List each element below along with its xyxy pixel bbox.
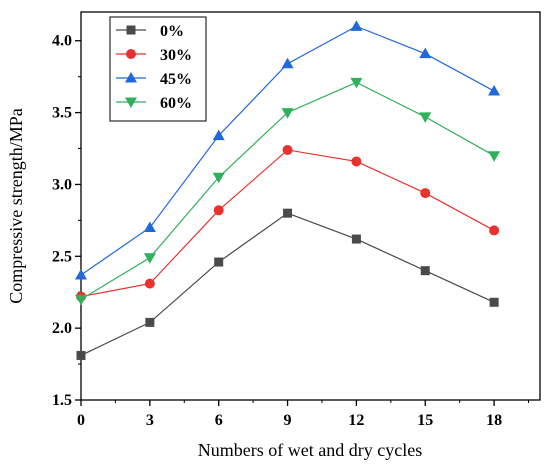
marker-triangle-up: [350, 20, 363, 31]
x-tick-label: 12: [348, 412, 364, 429]
plot-frame: [80, 11, 541, 401]
marker-triangle-up: [488, 85, 501, 96]
x-tick-label: 9: [284, 412, 292, 429]
y-axis: 1.5 2.0 2.5 3.0 3.5 4.0: [52, 33, 81, 409]
y-tick-label: 3.5: [52, 105, 72, 122]
x-axis: 0 3 6 9 12 15 18: [77, 400, 530, 429]
marker-triangle-down: [488, 151, 501, 162]
marker-square: [214, 257, 224, 267]
marker-square: [351, 234, 361, 244]
marker-circle: [351, 156, 362, 167]
y-tick-label: 4.0: [52, 33, 72, 50]
marker-square: [126, 25, 136, 35]
marker-triangle-up: [281, 57, 294, 69]
marker-square: [420, 266, 430, 276]
series-markers: [75, 20, 501, 360]
legend-box: [109, 16, 207, 122]
legend: 0% 30% 45% 60%: [109, 16, 207, 122]
marker-circle: [144, 278, 155, 289]
marker-triangle-down: [350, 77, 363, 89]
y-tick-label: 2.0: [52, 320, 72, 337]
x-tick-label: 6: [215, 412, 223, 429]
legend-label: 30%: [160, 47, 192, 64]
marker-triangle-down: [125, 97, 137, 108]
marker-square: [145, 317, 155, 327]
marker-circle: [213, 205, 224, 216]
legend-label: 45%: [160, 71, 192, 88]
legend-label: 60%: [160, 95, 192, 112]
marker-triangle-down: [75, 294, 87, 306]
marker-square: [489, 297, 499, 307]
marker-triangle-up: [419, 47, 432, 59]
x-tick-label: 15: [417, 412, 433, 429]
y-axis-title: Compressive strength/MPa: [6, 108, 26, 304]
marker-triangle-up: [212, 129, 225, 141]
series-line: [80, 149, 495, 298]
x-axis-title: Numbers of wet and dry cycles: [198, 440, 422, 460]
y-tick-label: 3.0: [52, 176, 72, 193]
marker-triangle-down: [212, 172, 225, 184]
y-tick-label: 2.5: [52, 248, 72, 265]
legend-label: 0%: [160, 23, 184, 40]
marker-triangle-up: [125, 72, 137, 83]
x-tick-label: 3: [146, 412, 154, 429]
marker-triangle-up: [75, 268, 87, 280]
marker-triangle-down: [143, 253, 156, 264]
y-tick-label: 1.5: [52, 392, 72, 409]
marker-triangle-up: [143, 221, 156, 233]
marker-square: [76, 350, 86, 360]
marker-triangle-down: [281, 108, 294, 119]
marker-circle: [282, 144, 293, 155]
marker-circle: [126, 49, 136, 59]
x-tick-label: 0: [77, 412, 85, 429]
marker-circle: [489, 225, 500, 236]
marker-square: [283, 208, 293, 218]
x-tick-label: 18: [486, 412, 502, 429]
marker-circle: [420, 188, 431, 199]
marker-triangle-down: [419, 112, 432, 123]
